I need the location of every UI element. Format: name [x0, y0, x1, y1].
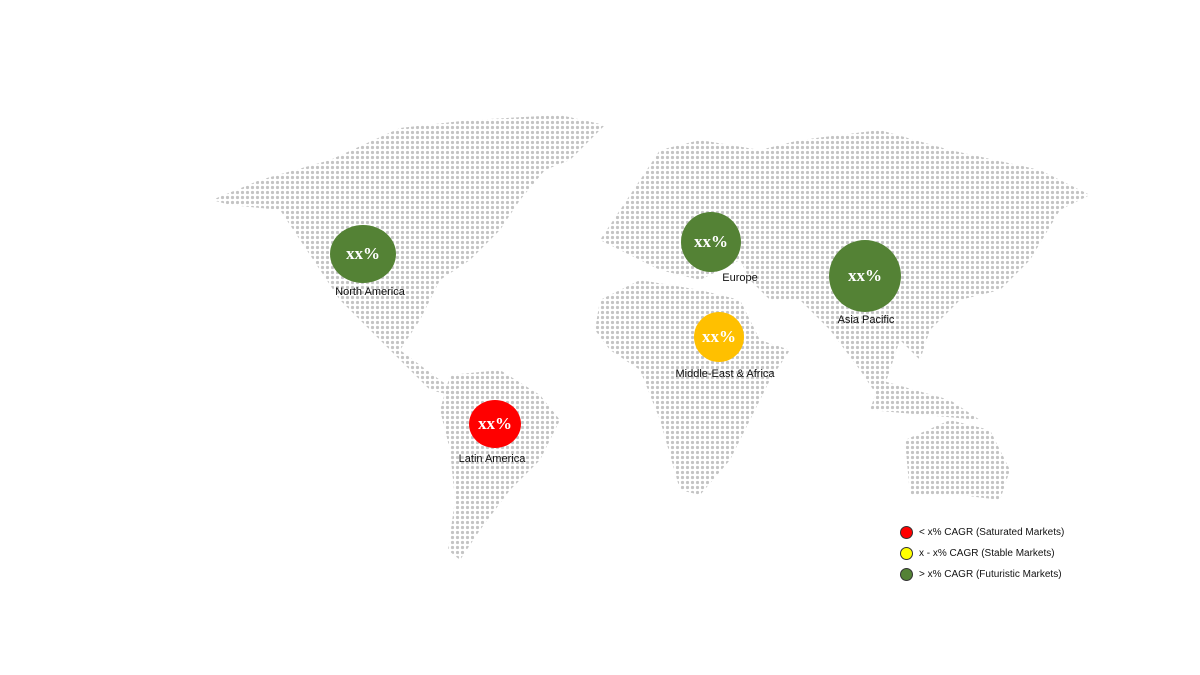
continent-australia [905, 420, 1010, 500]
label-europe: Europe [722, 272, 758, 284]
label-north-america: North America [335, 286, 405, 298]
legend-label: < x% CAGR (Saturated Markets) [919, 527, 1065, 538]
bubble-middle-east-africa: xx% [694, 312, 744, 362]
legend-label: x - x% CAGR (Stable Markets) [919, 548, 1055, 559]
bubble-north-america: xx% [330, 225, 396, 283]
bubble-europe: xx% [681, 212, 741, 272]
islands-indonesia [870, 380, 980, 420]
bubble-latin-america: xx% [469, 400, 521, 448]
red-dot-icon [900, 526, 913, 539]
bubble-asia-pacific: xx% [829, 240, 901, 312]
legend-item-stable: x - x% CAGR (Stable Markets) [900, 543, 1064, 564]
legend-label: > x% CAGR (Futuristic Markets) [919, 569, 1062, 580]
legend: < x% CAGR (Saturated Markets) x - x% CAG… [900, 522, 1064, 585]
continent-africa [595, 280, 790, 495]
label-asia-pacific: Asia Pacific [837, 314, 895, 326]
legend-item-saturated: < x% CAGR (Saturated Markets) [900, 522, 1064, 543]
continent-north-america [212, 115, 605, 400]
legend-item-futuristic: > x% CAGR (Futuristic Markets) [900, 564, 1064, 585]
label-latin-america: Latin America [458, 453, 526, 465]
yellow-dot-icon [900, 547, 913, 560]
green-dot-icon [900, 568, 913, 581]
label-middle-east-africa: Middle-East & Africa [675, 368, 775, 380]
continent-south-america [440, 370, 560, 560]
